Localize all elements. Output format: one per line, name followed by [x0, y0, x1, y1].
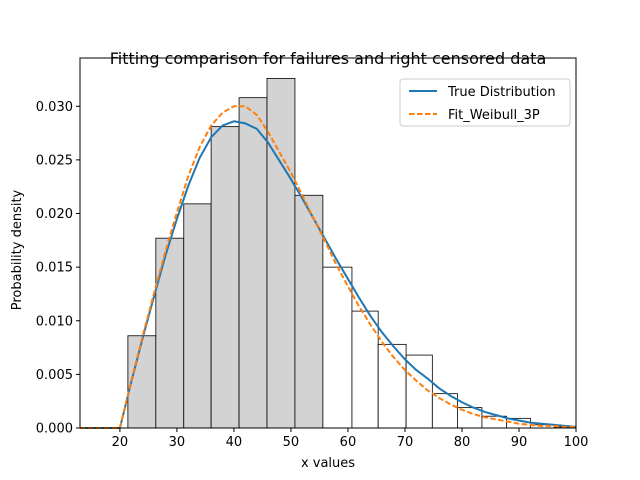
histogram-bar: [431, 393, 458, 429]
legend-label-true-distribution: True Distribution: [447, 85, 556, 100]
x-tick-label: 100: [564, 435, 589, 450]
x-tick-label: 80: [454, 435, 471, 450]
histogram-bar: [183, 203, 212, 429]
y-axis-title: Probability density: [10, 189, 25, 310]
y-tick-label: 0.000: [36, 422, 73, 437]
y-tick-label: 0.020: [36, 207, 73, 222]
plot-area: [80, 77, 577, 429]
histogram-bar: [210, 126, 240, 429]
axes: 20 30 40 50 60 70 80 90 100 0.000 0.005 0.010 0.015 0…: [36, 57, 589, 450]
legend: True Distribution Fit_Weibull_3P: [399, 78, 571, 127]
y-tick-label: 0.015: [36, 261, 73, 276]
histogram-bar: [294, 194, 324, 429]
y-tick-label: 0.005: [36, 368, 73, 383]
x-axis-title: x values: [301, 456, 355, 471]
y-tick-label: 0.010: [36, 314, 73, 329]
histogram-bar: [457, 407, 483, 429]
x-tick-label: 70: [397, 435, 414, 450]
legend-frame: [399, 78, 571, 127]
y-tick-label: 0.030: [36, 100, 73, 115]
histogram-bar: [238, 97, 268, 429]
y-tick-label: 0.025: [36, 153, 73, 168]
x-tick-label: 60: [340, 435, 357, 450]
histogram-bar: [322, 266, 353, 429]
x-tick-label: 30: [169, 435, 186, 450]
histogram-bar: [266, 77, 296, 429]
x-tick-label: 90: [511, 435, 528, 450]
series-line-true-distribution: [80, 120, 577, 429]
histogram-0: [127, 77, 324, 429]
x-tick-label: 20: [112, 435, 129, 450]
x-tick-label: 40: [226, 435, 243, 450]
axes-frame: [79, 57, 577, 429]
histogram-bar: [155, 237, 185, 429]
series-line-fit-weibull-3p: [80, 105, 576, 429]
x-tick-label: 50: [283, 435, 300, 450]
legend-label-fit-weibull: Fit_Weibull_3P: [448, 108, 540, 123]
